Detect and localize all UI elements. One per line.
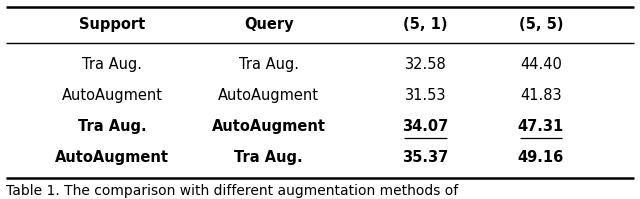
Text: (5, 1): (5, 1)	[403, 17, 448, 32]
Text: Tra Aug.: Tra Aug.	[234, 150, 303, 165]
Text: Table 1. The comparison with different augmentation methods of: Table 1. The comparison with different a…	[6, 184, 459, 198]
Text: 41.83: 41.83	[520, 88, 562, 103]
Text: 49.16: 49.16	[518, 150, 564, 165]
Text: Tra Aug.: Tra Aug.	[82, 57, 142, 72]
Text: 31.53: 31.53	[405, 88, 446, 103]
Text: 47.31: 47.31	[518, 119, 564, 134]
Text: Tra Aug.: Tra Aug.	[239, 57, 299, 72]
Text: AutoAugment: AutoAugment	[218, 88, 319, 103]
Text: Tra Aug.: Tra Aug.	[77, 119, 147, 134]
Text: Support: Support	[79, 17, 145, 32]
Text: 44.40: 44.40	[520, 57, 562, 72]
Text: AutoAugment: AutoAugment	[55, 150, 169, 165]
Text: 35.37: 35.37	[403, 150, 449, 165]
Text: 34.07: 34.07	[403, 119, 449, 134]
Text: (5, 5): (5, 5)	[518, 17, 563, 32]
Text: 32.58: 32.58	[404, 57, 447, 72]
Text: AutoAugment: AutoAugment	[61, 88, 163, 103]
Text: Query: Query	[244, 17, 294, 32]
Text: AutoAugment: AutoAugment	[212, 119, 326, 134]
